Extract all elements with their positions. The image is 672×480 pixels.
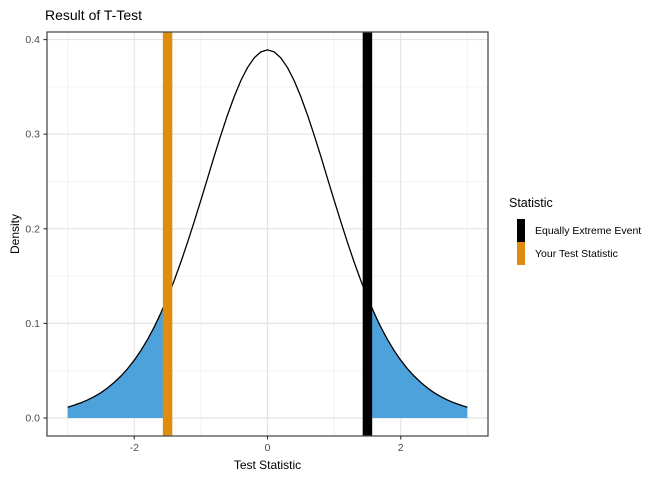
x-tick-label: 0 [265, 442, 271, 454]
lower-tail-fill [67, 297, 168, 419]
y-tick-label: 0.0 [25, 413, 40, 425]
vline-equally-extreme-event [362, 32, 373, 436]
y-tick-label: 0.4 [25, 34, 40, 46]
legend-item-your-test-statistic: Your Test Statistic [509, 242, 641, 265]
y-tick-label: 0.2 [25, 223, 40, 235]
y-tick-label: 0.3 [25, 129, 40, 141]
legend-key-box [509, 242, 532, 265]
upper-tail-fill [367, 297, 468, 419]
legend-label: Equally Extreme Event [535, 224, 642, 237]
legend-item-equally-extreme-event: Equally Extreme Event [509, 219, 641, 242]
plot-title: Result of T-Test [45, 7, 143, 23]
legend-title: Statistic [509, 196, 553, 210]
density-curve [67, 49, 468, 408]
vline-key-icon [516, 219, 525, 242]
x-tick-label: 2 [398, 442, 404, 454]
x-axis-title: Test Statistic [233, 458, 302, 472]
legend-key-box [509, 219, 532, 242]
vline-your-test-statistic [162, 32, 173, 436]
y-tick-label: 0.1 [25, 318, 40, 330]
vline-key-icon [516, 242, 525, 265]
x-tick-label: -2 [130, 442, 139, 454]
legend-label: Your Test Statistic [535, 247, 618, 260]
legend: Statistic Equally Extreme Event Your Tes… [509, 196, 641, 265]
